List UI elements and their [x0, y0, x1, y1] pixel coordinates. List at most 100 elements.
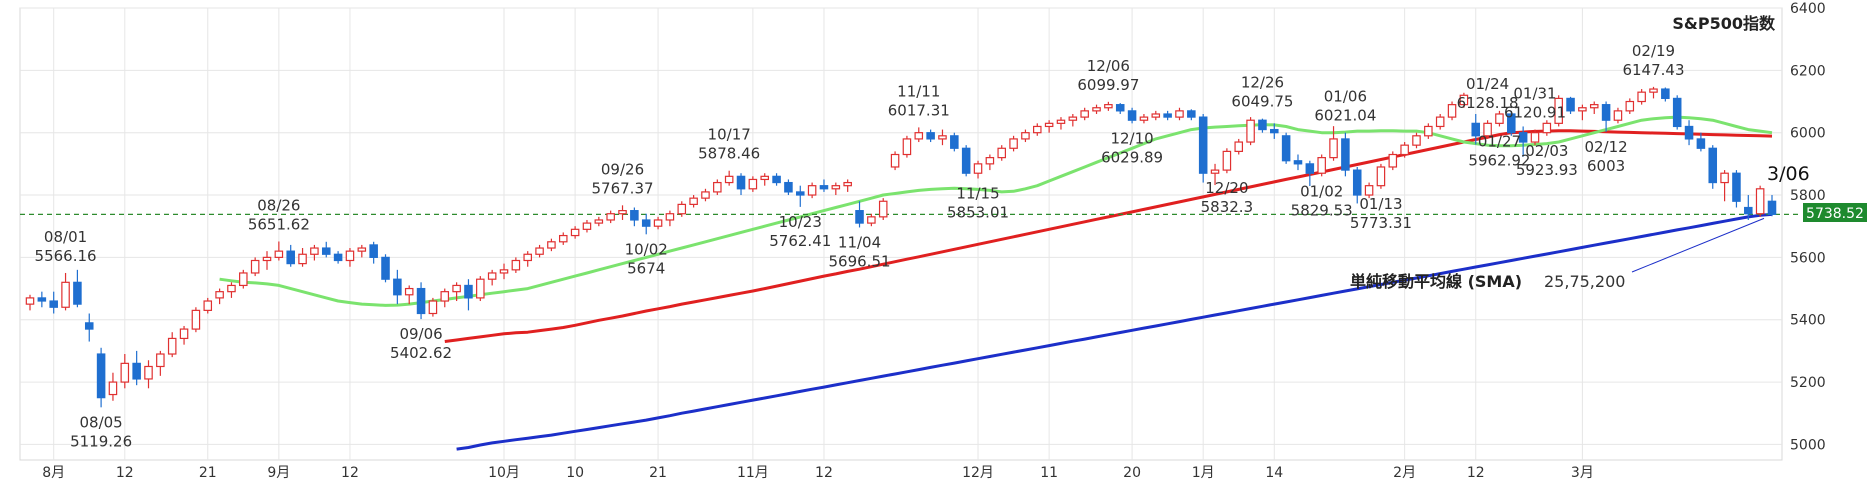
candle-up [890, 153, 900, 168]
candle-up [594, 219, 604, 224]
candle-up [878, 200, 888, 218]
candle-up [713, 181, 722, 193]
annotation-value: 6029.89 [1101, 148, 1163, 166]
candle-up [156, 353, 165, 368]
annotation-date: 02/12 [1584, 138, 1627, 156]
annotation-date: 12/26 [1241, 74, 1284, 92]
candle-down [1744, 206, 1753, 215]
candle-up [1009, 138, 1018, 149]
annotation-value: 5674 [627, 259, 665, 277]
candle-down [1708, 147, 1718, 184]
candle-up [902, 138, 912, 156]
candle-up [938, 135, 947, 140]
candle-down [1684, 125, 1694, 140]
annotation-value: 6099.97 [1077, 76, 1139, 94]
candle-up [558, 234, 568, 243]
candle-down [641, 219, 651, 227]
candle-down [961, 147, 971, 174]
annotation-date: 08/01 [44, 228, 87, 246]
candle-down [84, 322, 94, 330]
candle-up [1625, 100, 1635, 112]
candle-up [1364, 185, 1374, 196]
candle-up [227, 284, 236, 293]
candle-down [1341, 138, 1350, 171]
candle-down [1696, 138, 1706, 149]
candle-up [345, 250, 355, 262]
candle-down [416, 287, 426, 315]
y-tick-label: 5000 [1790, 437, 1826, 453]
candle-up [25, 297, 35, 305]
candle-up [1068, 116, 1078, 121]
x-tick-label: 9月 [267, 465, 290, 481]
candle-up [1056, 119, 1066, 124]
candle-up [274, 250, 284, 258]
candle-down [1507, 113, 1516, 134]
legend-pointer [1631, 217, 1765, 273]
candle-up [1637, 91, 1646, 103]
annotation-date: 02/03 [1525, 142, 1568, 160]
x-tick-label: 12 [1467, 465, 1485, 481]
candle-up [179, 328, 189, 340]
annotation-date: 11/15 [956, 185, 999, 203]
candle-down [1732, 172, 1741, 202]
annotation-date: 01/31 [1513, 85, 1556, 103]
candle-up [985, 157, 995, 165]
x-tick-label: 12 [815, 465, 833, 481]
candle-down [73, 281, 82, 305]
candle-down [37, 297, 47, 302]
candle-down [286, 250, 295, 265]
candle-up [452, 284, 461, 293]
candle-up [1376, 166, 1386, 187]
candle-down [1198, 116, 1208, 174]
candle-up [1435, 116, 1445, 128]
candle-up [570, 228, 580, 237]
candle-up [1424, 125, 1433, 137]
y-tick-label: 5800 [1790, 188, 1826, 204]
candle-up [1720, 172, 1729, 184]
y-tick-label: 5600 [1790, 250, 1826, 266]
annotation-value: 5566.16 [35, 247, 97, 265]
candle-up [1139, 116, 1149, 121]
x-tick-label: 11 [1040, 465, 1058, 481]
candle-down [464, 284, 473, 299]
candle-down [1187, 110, 1196, 118]
annotation-value: 5832.3 [1201, 198, 1254, 216]
x-tick-label: 2月 [1393, 465, 1416, 481]
candle-up [1234, 141, 1244, 152]
candle-up [1483, 122, 1492, 137]
candle-down [1163, 113, 1172, 118]
candle-down [819, 185, 829, 190]
candle-up [689, 197, 698, 205]
candle-down [772, 175, 781, 184]
candle-down [1566, 97, 1575, 112]
candle-up [440, 291, 450, 302]
candle-up [1175, 110, 1184, 118]
last-price-badge [1803, 203, 1867, 222]
annotation-date: 01/24 [1466, 75, 1509, 93]
candle-up [665, 213, 675, 221]
candle-up [1151, 113, 1161, 118]
candle-up [191, 309, 201, 330]
candle-up [760, 175, 769, 181]
x-tick-label: 20 [1123, 465, 1141, 481]
candle-down [1518, 132, 1528, 143]
candle-down [321, 247, 331, 255]
candle-down [369, 244, 378, 258]
candle-up [250, 259, 260, 274]
candle-up [1104, 104, 1113, 109]
candle-down [381, 256, 390, 280]
last-date-label: 3/06 [1767, 163, 1810, 185]
x-axis: 8月 12 21 9月 12 10月 10 21 11月 12 12月 11 20 1月 14 2月 12 3月 [42, 465, 1594, 481]
annotation-date: 09/26 [601, 160, 644, 178]
annotation-value: 5767.37 [592, 179, 654, 197]
candle-up [831, 185, 841, 190]
candle-up [1412, 135, 1421, 146]
y-tick-label: 6200 [1790, 63, 1826, 79]
candle-up [523, 253, 532, 262]
annotation-date: 11/11 [897, 82, 940, 100]
candle-up [1459, 94, 1469, 106]
candle-down [1601, 104, 1611, 121]
annotation-value: 5119.26 [70, 432, 132, 450]
candle-up [215, 291, 224, 299]
